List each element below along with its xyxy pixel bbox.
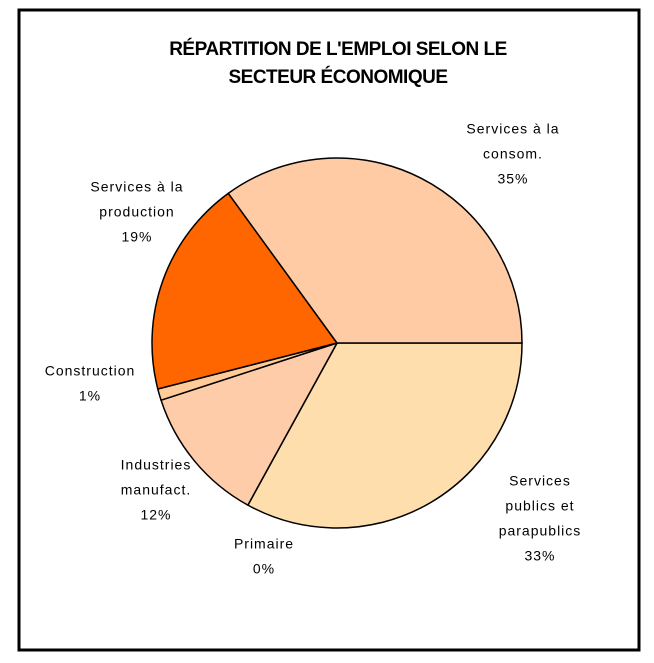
slice-value-label: 12% <box>140 507 171 523</box>
pie-slice <box>246 342 523 529</box>
slice-value-label: 35% <box>497 171 528 187</box>
slice-label: publics et <box>505 498 574 514</box>
slice-label: Services <box>509 473 571 489</box>
slice-value-label: 33% <box>524 548 555 564</box>
slice-label: Services à la <box>466 121 559 137</box>
slice-label: parapublics <box>499 523 582 539</box>
slice-label: Services à la <box>90 179 183 195</box>
slice-label: manufact. <box>121 482 191 498</box>
chart-title: RÉPARTITION DE L'EMPLOI SELON LE <box>169 38 507 60</box>
slice-value-label: 0% <box>253 561 275 577</box>
slice-label: consom. <box>483 146 543 162</box>
pie-slice <box>160 341 339 507</box>
slice-label: Construction <box>45 363 136 379</box>
slice-label: Industries <box>121 457 192 473</box>
slice-label: production <box>99 204 174 220</box>
slice-label: Primaire <box>234 536 294 552</box>
slice-value-label: 1% <box>79 388 101 404</box>
slice-value-label: 19% <box>121 229 152 245</box>
pie-slice <box>227 157 523 344</box>
pie-slice <box>151 192 339 390</box>
chart-title: SECTEUR ÉCONOMIQUE <box>228 66 447 88</box>
